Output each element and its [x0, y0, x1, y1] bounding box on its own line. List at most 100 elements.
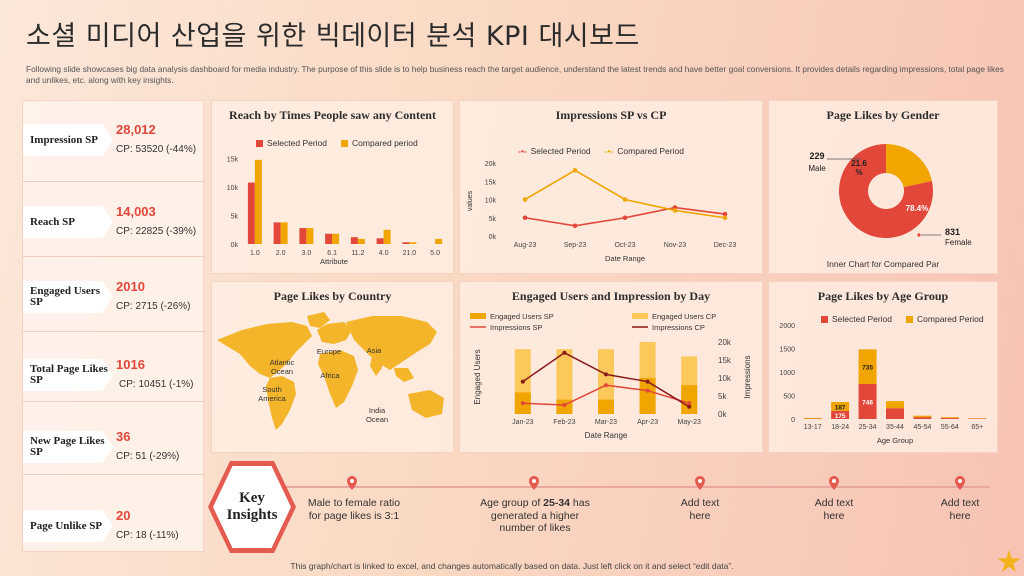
legend-label: Compared Period — [617, 146, 684, 156]
south-america — [266, 376, 296, 430]
bar — [913, 415, 932, 418]
y-tick-label: 1500 — [779, 347, 795, 354]
divider — [23, 256, 205, 257]
data-point — [562, 403, 567, 407]
impressions-line-chart[interactable]: 0k 5k 10k 15k 20k Aug-23 Sep-23 Oct-23 Nov-23 Dec… — [460, 101, 764, 275]
page-title: 소셜 미디어 산업을 위한 빅데이터 분석 KPI 대시보드 — [26, 21, 640, 52]
y2-tick-label: 10k — [718, 374, 732, 383]
bar — [639, 378, 656, 414]
bar — [940, 418, 959, 419]
bar — [598, 349, 614, 414]
female-pct-label: 78.4% — [906, 204, 929, 213]
data-point — [604, 383, 608, 388]
greenland — [307, 312, 330, 328]
engaged-chart-panel: Engaged Users and Impression by Day Enga… — [459, 281, 763, 453]
insights-timeline — [250, 486, 990, 488]
bar — [913, 417, 932, 419]
kpi-compare: CP: 18 (-11%) — [116, 530, 179, 541]
bar — [681, 385, 698, 414]
kpi-label: Total Page Likes SP — [23, 359, 113, 391]
divider — [23, 331, 205, 332]
x-tick-label: Jan-23 — [512, 419, 534, 426]
x-tick-label: 11.2 — [351, 250, 364, 257]
kpi-new-page-likes[interactable]: New Page Likes SP 36 CP: 51 (-29%) — [23, 413, 205, 483]
india — [370, 356, 382, 376]
y-tick-label: 500 — [783, 394, 795, 401]
pie-slice — [886, 144, 932, 188]
data-point — [687, 401, 692, 406]
bar — [332, 233, 340, 244]
location-pin-icon — [955, 476, 965, 490]
x-tick-label: Feb-23 — [553, 419, 575, 426]
kpi-value: 2010 — [116, 279, 145, 294]
kpi-column: Impression SP 28,012 CP: 53520 (-44%) Re… — [22, 100, 205, 552]
x-tick-label: Nov-23 — [664, 242, 687, 249]
bar — [280, 222, 288, 244]
kpi-total-page-likes[interactable]: Total Page Likes SP 1016 CP: 10451 (-1%) — [23, 341, 205, 411]
data-point — [572, 168, 578, 173]
legend-swatch — [470, 313, 486, 319]
x-tick-label: 18-24 — [831, 424, 849, 431]
data-point — [562, 350, 567, 355]
kpi-value: 28,012 — [116, 122, 156, 137]
bar — [886, 408, 904, 419]
location-pin-icon — [347, 476, 357, 490]
y-axis-label: values — [467, 190, 474, 211]
kpi-value: 1016 — [116, 357, 145, 372]
kpi-page-unlike[interactable]: Page Unlike SP 20 CP: 18 (-11%) — [23, 492, 205, 562]
data-point — [722, 211, 728, 217]
y2-tick-label: 15k — [718, 356, 732, 365]
country-map-panel: Page Likes by Country Atlantic Ocean Euro… — [211, 281, 454, 453]
x-tick-label: 4.0 — [379, 250, 389, 257]
panel-title: Page Likes by Country — [273, 289, 392, 303]
data-point — [645, 379, 650, 384]
divider — [23, 181, 205, 182]
y-tick-label: 5k — [231, 214, 239, 221]
bar — [940, 417, 959, 419]
bar — [402, 242, 410, 244]
chart-legend: Selected Period Compared Period — [821, 314, 984, 324]
kpi-label: Impression SP — [23, 124, 113, 156]
legend-label: Selected Period — [530, 146, 591, 156]
age-bar-chart[interactable]: 0 500 1000 1500 2000 13-17 175 187 18-24 746 735 25… — [769, 282, 999, 454]
legend-swatch — [632, 313, 648, 319]
data-label: 746 — [862, 399, 873, 406]
legend-label: Selected Period — [832, 314, 893, 324]
y2-tick-label: 0k — [718, 410, 727, 419]
panel-title: Impressions SP vs CP — [555, 108, 667, 122]
y-tick-label: 15k — [485, 179, 497, 186]
kpi-value: 20 — [116, 508, 131, 523]
bar — [831, 401, 850, 411]
panel-title: Page Likes by Gender — [826, 108, 940, 122]
data-point — [672, 208, 678, 213]
x-axis-label: Attribute — [320, 257, 348, 266]
legend-label: Impressions SP — [490, 323, 543, 332]
kpi-compare: CP: 53520 (-44%) — [116, 144, 197, 155]
kpi-engaged-users[interactable]: Engaged Users SP 2010 CP: 2715 (-26%) — [23, 263, 205, 333]
map-label: Asia — [367, 346, 382, 355]
x-tick-label: May-23 — [678, 419, 701, 426]
x-tick-label: 1.0 — [250, 250, 260, 257]
kpi-impression[interactable]: Impression SP 28,012 CP: 53520 (-44%) — [23, 106, 205, 176]
x-tick-label: 65+ — [971, 424, 983, 431]
engaged-combo-chart[interactable]: Engaged Users SP Engaged Users CP Impressi… — [460, 282, 764, 454]
x-axis-label: Date Range — [585, 431, 628, 440]
kpi-value: 36 — [116, 429, 131, 444]
x-tick-label: 45-54 — [913, 424, 931, 431]
bar — [325, 233, 333, 244]
world-map[interactable]: Atlantic Ocean Europe Asia Africa South Am… — [212, 282, 455, 454]
reach-bar-chart[interactable]: 0k 5k 10k 15k 1.0 2.0 3.0 6.1 11.2 4.0 21.0 5.0 Attr… — [212, 101, 455, 275]
gender-chart-panel: Page Likes by Gender 229 Male 21.6% 78.4% 83… — [768, 100, 998, 274]
impressions-chart-panel: Impressions SP vs CP -•- Selected Period … — [459, 100, 763, 274]
bar — [273, 222, 281, 244]
europe — [317, 322, 352, 344]
legend-line-orange: -•- — [604, 146, 614, 156]
kpi-reach[interactable]: Reach SP 14,003 CP: 22825 (-39%) — [23, 188, 205, 258]
leader-dot — [916, 232, 922, 238]
bar — [803, 417, 822, 419]
continents — [217, 312, 444, 430]
panel-title: Engaged Users and Impression by Day — [511, 289, 711, 303]
legend-swatch — [821, 315, 828, 323]
bar — [886, 401, 904, 409]
